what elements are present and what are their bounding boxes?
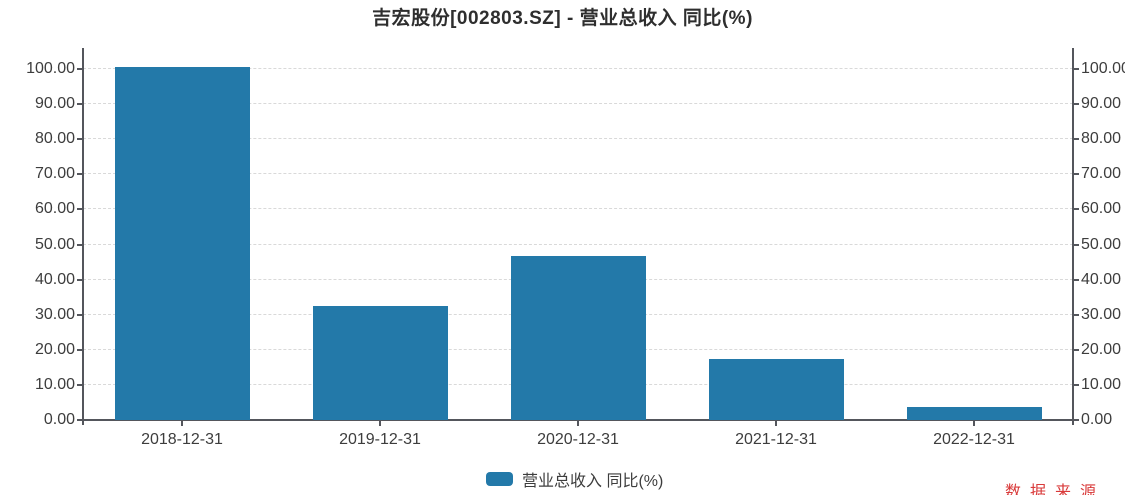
y-axis-label-left: 70.00: [34, 165, 75, 183]
y-axis-label-left: 90.00: [34, 95, 75, 113]
y-axis-tick-left: [77, 173, 83, 176]
y-axis-tick-right: [1073, 313, 1079, 316]
y-axis-tick-right: [1073, 278, 1079, 281]
y-axis-line-left: [82, 48, 84, 425]
bar[interactable]: [114, 67, 250, 420]
x-axis-tick: [973, 420, 975, 426]
x-axis-label: 2022-12-31: [933, 431, 1015, 448]
y-axis-label-right: 70.00: [1081, 165, 1122, 183]
grid-line: [83, 138, 1073, 140]
y-axis-label-right: 40.00: [1081, 270, 1122, 288]
y-axis-tick-right: [1073, 348, 1079, 351]
bar[interactable]: [312, 305, 448, 420]
y-axis-tick-right: [1073, 243, 1079, 246]
x-axis-label: 2021-12-31: [735, 431, 817, 448]
x-axis-tick: [379, 420, 381, 426]
grid-line: [83, 173, 1073, 175]
y-axis-tick-right: [1073, 138, 1079, 141]
y-axis-label-right: 0.00: [1081, 411, 1113, 428]
y-axis-tick-left: [77, 419, 83, 421]
x-axis-label: 2019-12-31: [339, 431, 421, 448]
y-axis-label-left: 60.00: [34, 200, 75, 218]
y-axis-label-left: 10.00: [34, 375, 75, 393]
grid-line: [83, 243, 1073, 245]
bar[interactable]: [906, 406, 1042, 420]
y-axis-label-right: 60.00: [1081, 200, 1122, 218]
y-axis-tick-left: [77, 103, 83, 106]
y-axis-label-left: 30.00: [34, 305, 75, 323]
y-axis-label-right: 50.00: [1081, 235, 1122, 253]
y-axis-label-right: 90.00: [1081, 95, 1122, 113]
y-axis-label-right: 20.00: [1081, 340, 1122, 358]
y-axis-label-left: 0.00: [43, 411, 75, 428]
y-axis-tick-right: [1073, 419, 1079, 421]
watermark-text: 数据来源: [1005, 484, 1106, 495]
y-axis-tick-left: [77, 138, 83, 141]
y-axis-label-right: 30.00: [1081, 305, 1122, 323]
y-axis-tick-right: [1073, 68, 1079, 70]
y-axis-label-left: 50.00: [34, 235, 75, 253]
x-axis-tick: [181, 420, 183, 426]
y-axis-tick-right: [1073, 173, 1079, 176]
legend-label: 营业总收入 同比(%): [522, 473, 664, 490]
y-axis-label-left: 20.00: [34, 340, 75, 358]
y-axis-tick-right: [1073, 103, 1079, 106]
chart-title: 吉宏股份[002803.SZ] - 营业总收入 同比(%): [372, 8, 753, 29]
y-axis-tick-right: [1073, 383, 1079, 386]
y-axis-tick-left: [77, 348, 83, 351]
y-axis-tick-left: [77, 278, 83, 281]
y-axis-label-right: 10.00: [1081, 375, 1122, 393]
y-axis-label-left: 40.00: [34, 270, 75, 288]
x-axis-label: 2020-12-31: [537, 431, 619, 448]
grid-line: [83, 208, 1073, 210]
y-axis-line-right: [1072, 48, 1074, 425]
y-axis-tick-left: [77, 313, 83, 316]
bar[interactable]: [510, 256, 646, 420]
bar[interactable]: [708, 358, 844, 420]
y-axis-tick-right: [1073, 208, 1079, 211]
legend-item[interactable]: 营业总收入 同比(%): [486, 467, 663, 491]
y-axis-label-right: 100.00: [1081, 60, 1125, 77]
legend-marker: [486, 472, 513, 486]
y-axis-tick-left: [77, 208, 83, 211]
grid-line: [83, 68, 1073, 69]
x-axis-tick: [775, 420, 777, 426]
y-axis-tick-left: [77, 243, 83, 246]
y-axis-label-right: 80.00: [1081, 130, 1122, 148]
y-axis-label-left: 100.00: [26, 60, 75, 77]
y-axis-tick-left: [77, 68, 83, 70]
y-axis-tick-left: [77, 383, 83, 386]
y-axis-label-left: 80.00: [34, 130, 75, 148]
x-axis-label: 2018-12-31: [141, 431, 223, 448]
grid-line: [83, 103, 1073, 105]
x-axis-tick: [577, 420, 579, 426]
